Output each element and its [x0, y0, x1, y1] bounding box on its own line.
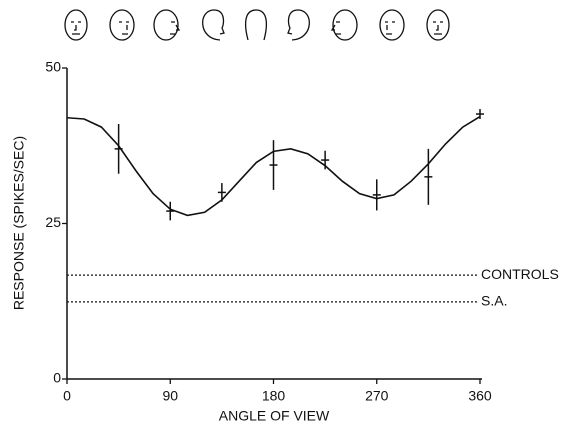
y-tick-label: 25	[45, 214, 61, 230]
x-tick-label: 360	[468, 388, 492, 404]
reference-label: S.A.	[481, 293, 507, 309]
y-tick-label: 0	[53, 370, 61, 386]
x-tick-label: 180	[262, 388, 286, 404]
x-tick-label: 270	[365, 388, 389, 404]
x-tick-label: 90	[162, 388, 178, 404]
x-tick-label: 0	[63, 388, 71, 404]
x-axis-label: ANGLE OF VIEW	[219, 408, 330, 424]
reference-label: CONTROLS	[481, 266, 559, 282]
face-icons	[64, 9, 450, 41]
y-axis-label: RESPONSE (SPIKES/SEC)	[11, 136, 27, 310]
y-tick-label: 50	[45, 59, 61, 75]
